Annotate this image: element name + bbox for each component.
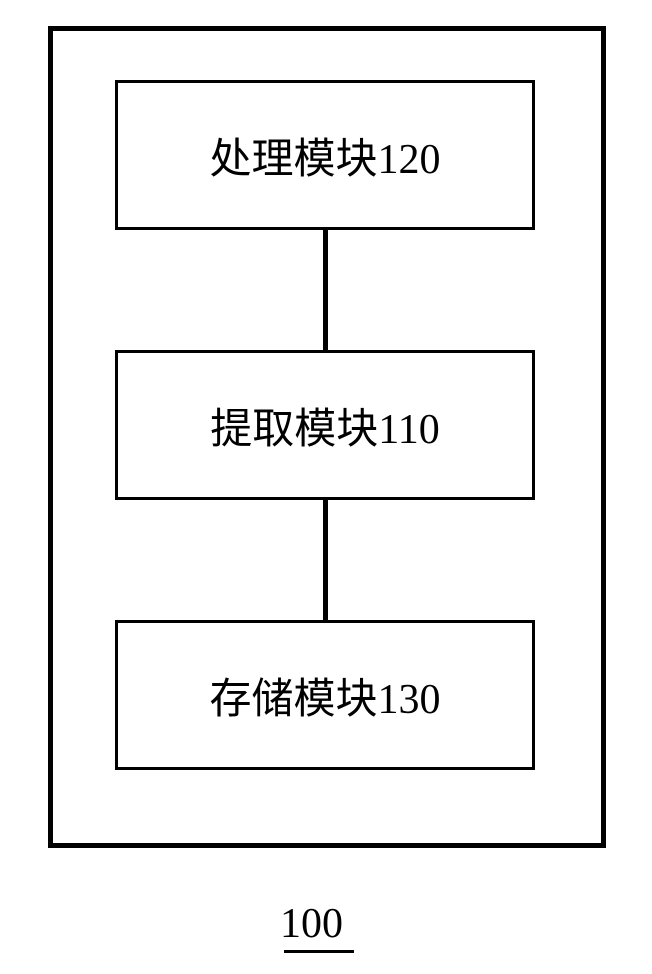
- figure-number-label: 100: [280, 900, 343, 948]
- module-processing-label: 处理模块120: [209, 125, 440, 186]
- figure-number-underline: [284, 950, 354, 953]
- module-extraction: 提取模块110: [115, 350, 535, 500]
- connector-processing-extraction: [323, 230, 328, 350]
- diagram-canvas: 处理模块120 提取模块110 存储模块130 100: [0, 0, 652, 974]
- connector-extraction-storage: [323, 500, 328, 620]
- module-extraction-label: 提取模块110: [210, 395, 439, 456]
- module-storage: 存储模块130: [115, 620, 535, 770]
- module-processing: 处理模块120: [115, 80, 535, 230]
- module-storage-label: 存储模块130: [209, 665, 440, 726]
